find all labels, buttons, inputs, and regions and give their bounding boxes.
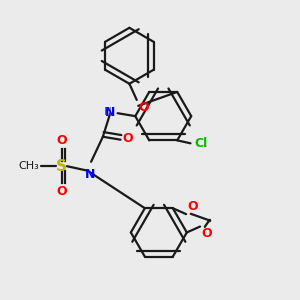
Text: O: O xyxy=(56,185,67,198)
Text: O: O xyxy=(187,200,198,213)
Text: CH₃: CH₃ xyxy=(18,161,39,171)
Text: N: N xyxy=(85,168,95,181)
Text: O: O xyxy=(56,134,67,147)
Text: N: N xyxy=(105,106,116,119)
Text: O: O xyxy=(138,101,149,114)
Text: Cl: Cl xyxy=(194,137,207,150)
Text: O: O xyxy=(201,227,211,240)
Text: H: H xyxy=(104,107,112,117)
Text: O: O xyxy=(122,132,133,145)
Text: S: S xyxy=(56,159,67,174)
